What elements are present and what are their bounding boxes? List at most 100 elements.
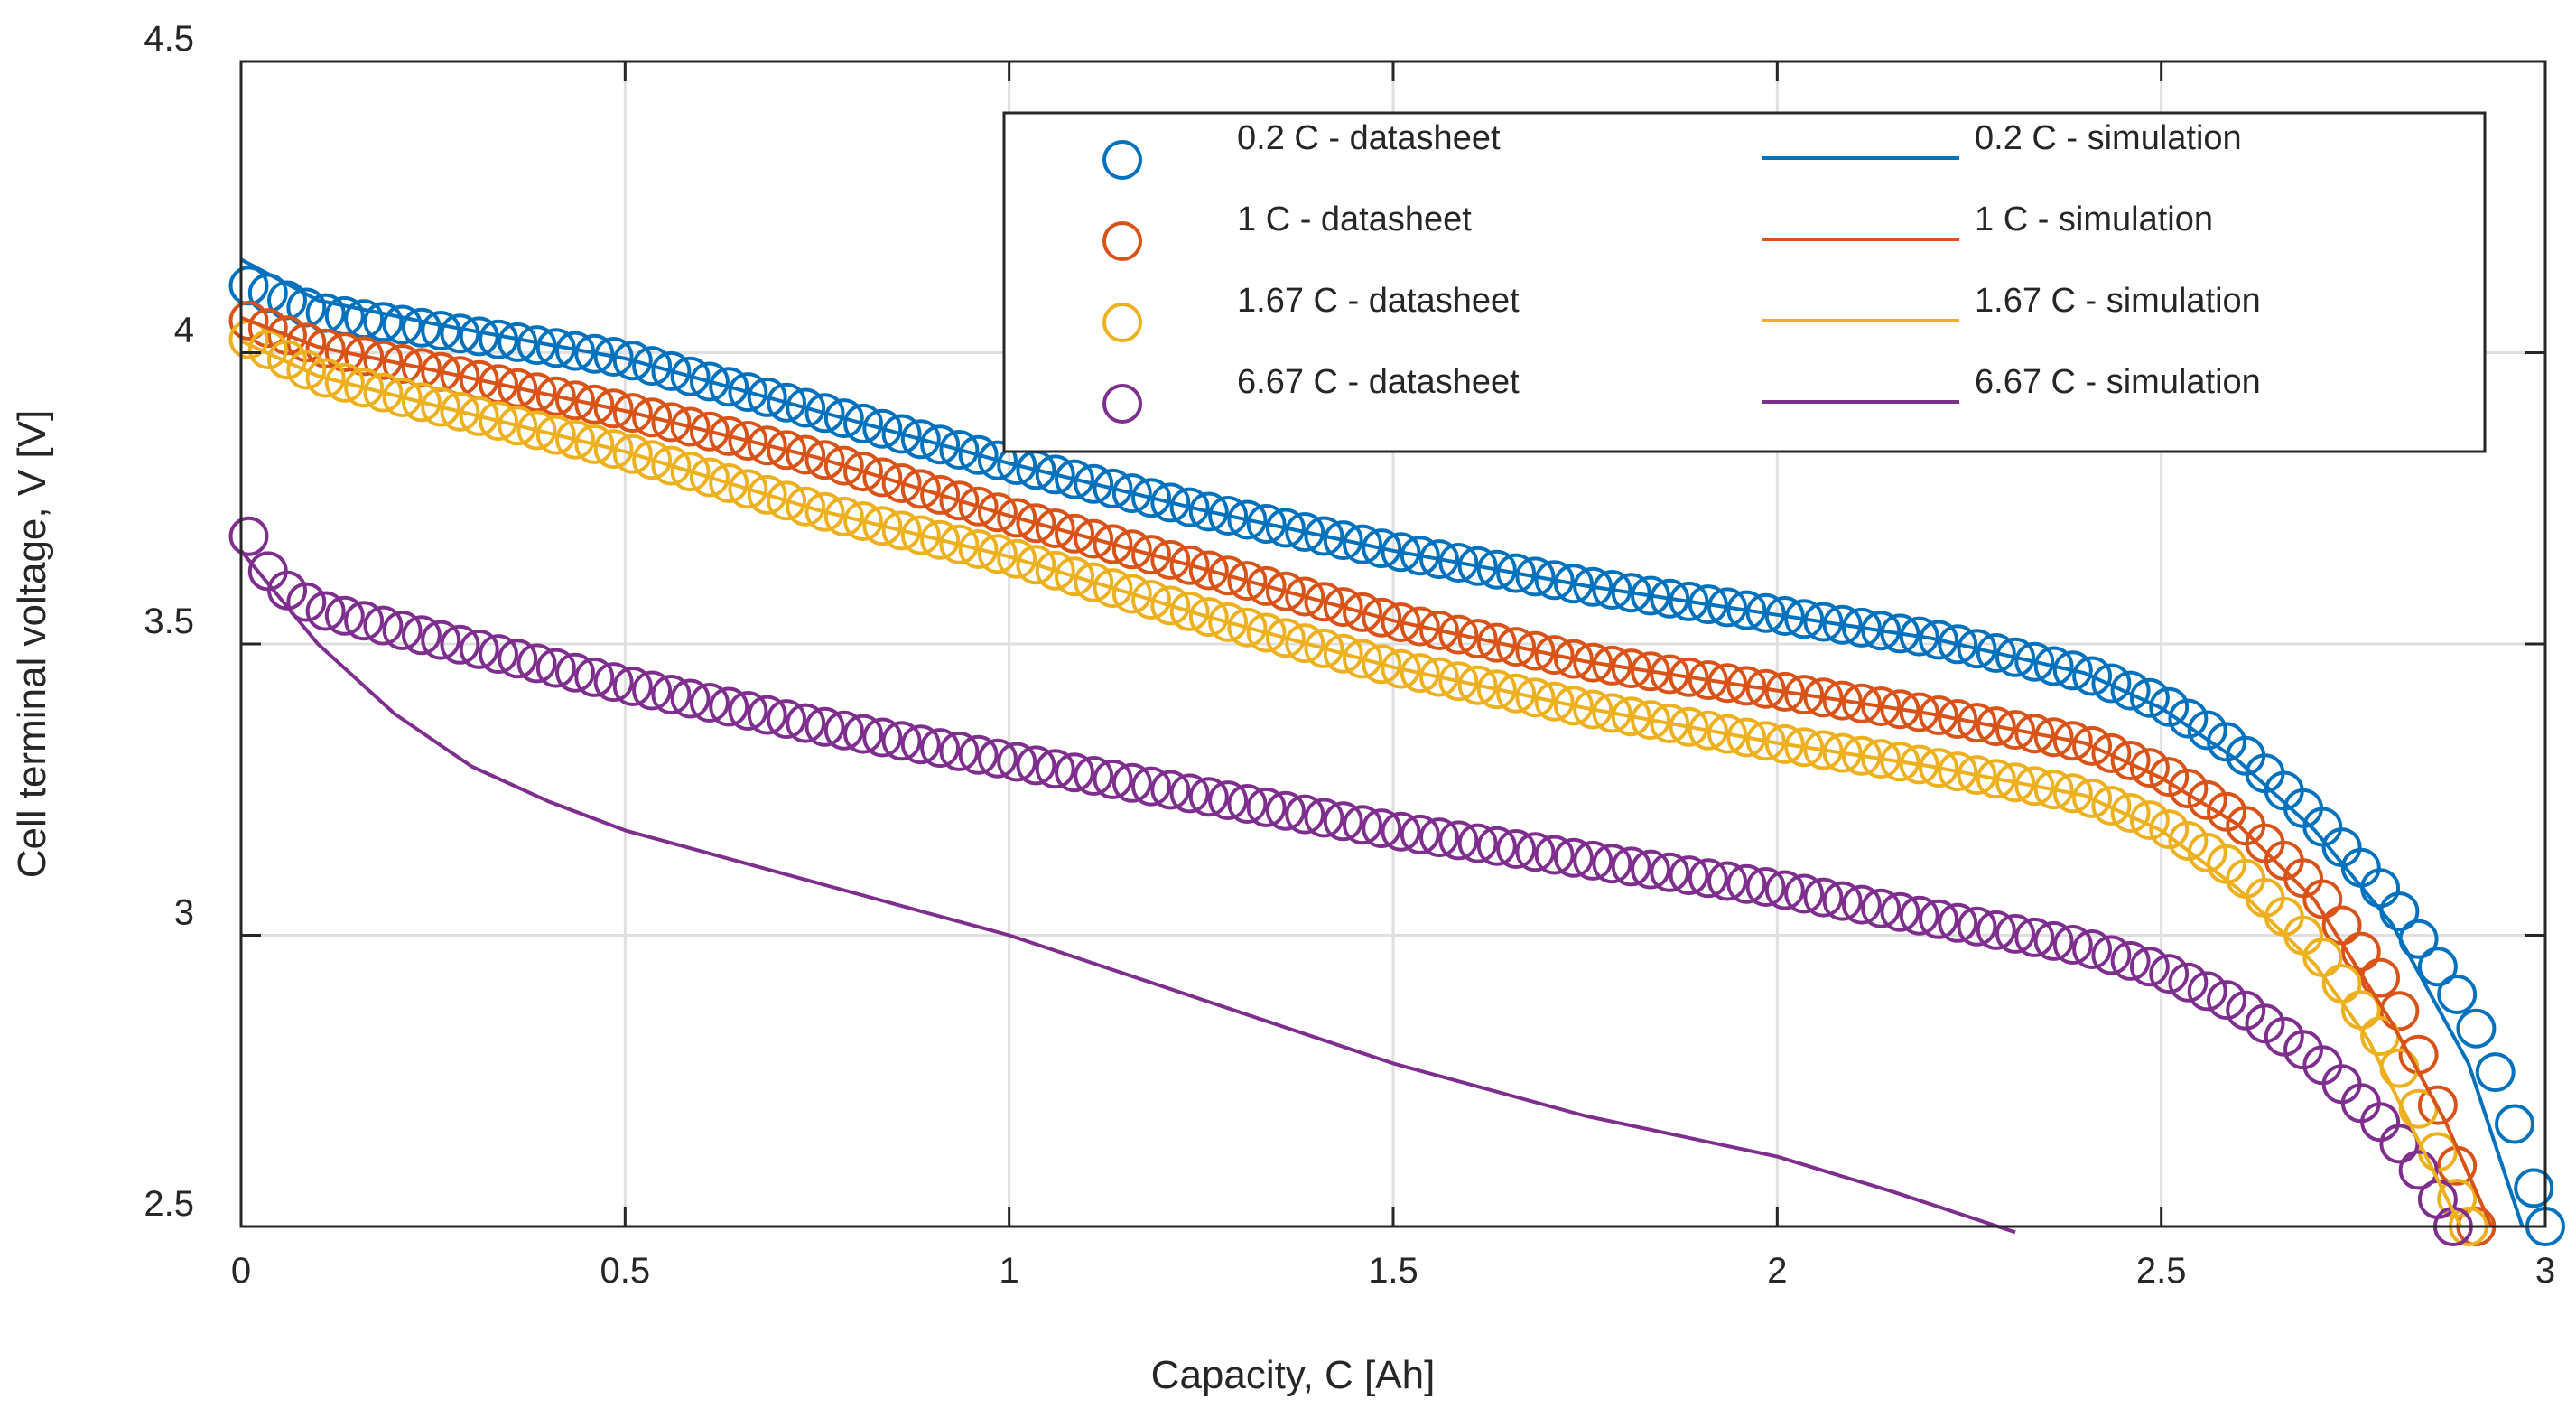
- data-point: [593, 388, 634, 429]
- series-6-67-c-datasheet: [228, 516, 2473, 1246]
- data-point: [1016, 745, 1056, 786]
- data-point: [747, 425, 787, 466]
- data-point: [1764, 723, 1805, 764]
- data-point: [324, 332, 365, 373]
- data-point: [1631, 575, 1670, 616]
- data-point: [1150, 539, 1191, 580]
- data-point: [1534, 560, 1575, 601]
- data-point: [555, 652, 595, 693]
- data-point: [2072, 929, 2113, 969]
- data-point: [1976, 706, 2016, 747]
- data-point: [1841, 683, 1882, 723]
- data-point: [1055, 752, 1094, 793]
- data-point: [1592, 570, 1632, 610]
- data-point: [401, 307, 442, 348]
- data-point: [843, 501, 883, 541]
- data-point: [939, 430, 980, 470]
- data-point: [1131, 766, 1171, 807]
- data-point: [632, 440, 673, 480]
- data-point: [1362, 808, 1402, 849]
- data-point: [459, 396, 499, 436]
- data-point: [1650, 704, 1690, 743]
- data-point: [1688, 858, 1728, 899]
- data-point: [2475, 1052, 2516, 1093]
- data-point: [2014, 714, 2055, 754]
- data-point: [1496, 553, 1537, 593]
- data-point: [651, 675, 692, 714]
- data-point: [421, 620, 461, 660]
- data-point: [977, 440, 1018, 480]
- data-point: [939, 731, 980, 771]
- data-point: [1957, 629, 1997, 669]
- x-axis-label: Capacity, C [Ah]: [1151, 1353, 1436, 1397]
- data-point: [1650, 654, 1690, 695]
- data-point: [1111, 529, 1152, 570]
- data-point: [1381, 602, 1421, 642]
- data-point: [1285, 794, 1325, 835]
- data-point: [1841, 735, 1882, 776]
- data-point: [2091, 935, 2132, 975]
- data-point: [1188, 777, 1229, 817]
- data-point: [1515, 677, 1556, 718]
- data-point: [1476, 622, 1517, 663]
- data-point: [1841, 607, 1882, 648]
- data-point: [1093, 524, 1133, 564]
- data-point: [1707, 663, 1747, 704]
- data-point: [1381, 811, 1421, 852]
- series-line: [240, 339, 2463, 1227]
- data-point: [767, 382, 806, 423]
- data-point: [1515, 832, 1556, 872]
- data-point: [1323, 801, 1363, 842]
- data-point: [2052, 773, 2093, 814]
- data-point: [1803, 602, 1844, 642]
- data-point: [1957, 755, 1997, 796]
- data-point: [1841, 884, 1882, 925]
- data-point: [2207, 980, 2246, 1021]
- data-point: [1726, 717, 1767, 758]
- data-point: [670, 678, 711, 719]
- data-point: [1995, 637, 2035, 677]
- data-point: [612, 393, 653, 434]
- data-point: [1476, 669, 1517, 710]
- data-point: [1074, 518, 1114, 559]
- data-point: [1265, 508, 1306, 548]
- data-point: [1055, 459, 1094, 499]
- legend-label: 1 C - simulation: [1975, 201, 2213, 238]
- y-tick-label: 3: [174, 893, 194, 933]
- data-point: [440, 624, 480, 665]
- data-point: [1803, 677, 1844, 718]
- data-point: [1208, 602, 1249, 642]
- data-point: [1784, 599, 1825, 639]
- data-point: [1208, 496, 1249, 536]
- y-tick-label: 2.5: [144, 1184, 194, 1224]
- data-point: [862, 408, 903, 449]
- data-point: [1707, 587, 1747, 628]
- data-point: [1745, 592, 1786, 633]
- data-point: [843, 714, 883, 754]
- data-point: [1573, 642, 1613, 683]
- data-point: [401, 615, 442, 656]
- data-point: [1764, 870, 1805, 910]
- data-point: [2514, 1168, 2554, 1208]
- data-point: [1457, 546, 1498, 586]
- data-point: [247, 308, 288, 349]
- data-point: [1400, 814, 1440, 854]
- data-point: [1035, 508, 1075, 548]
- x-tick-label: 2.5: [2136, 1251, 2187, 1291]
- data-point: [728, 421, 768, 461]
- data-point: [1400, 606, 1440, 647]
- data-point: [555, 380, 595, 421]
- data-point: [1074, 463, 1114, 504]
- data-point: [1131, 580, 1171, 620]
- data-point: [1534, 835, 1575, 875]
- data-point: [1343, 592, 1382, 632]
- x-tick-label: 1: [1000, 1251, 1019, 1291]
- data-point: [786, 434, 826, 475]
- data-point: [977, 492, 1018, 533]
- data-point: [920, 519, 961, 560]
- data-point: [1265, 618, 1306, 658]
- data-point: [2456, 1008, 2497, 1049]
- data-point: [421, 311, 461, 350]
- data-point: [324, 362, 365, 403]
- data-point: [958, 529, 999, 569]
